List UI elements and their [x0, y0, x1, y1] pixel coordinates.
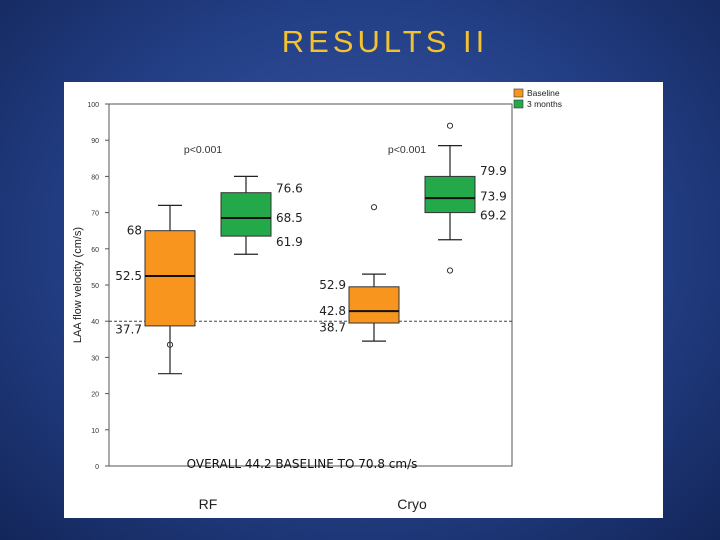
outlier-cryo-3-months: [446, 122, 454, 129]
value-label: 61.9: [276, 235, 303, 249]
y-tick-label: 100: [87, 102, 99, 109]
outlier-cryo-3-months: [446, 267, 454, 274]
y-tick-label: 20: [91, 392, 99, 399]
y-axis-title: LAA flow velocity (cm/s): [72, 227, 84, 343]
value-label: 37.7: [115, 323, 142, 337]
y-tick-label: 70: [91, 211, 99, 218]
value-label: 52.9: [319, 278, 346, 292]
slide-title: RESULTS II: [281, 24, 489, 59]
value-label: 76.6: [276, 182, 303, 196]
y-tick-label: 60: [91, 247, 99, 254]
box-plot-chart: 0 10 20 30 40 50 60 70 80 90 100 LAA flow velocity …: [72, 88, 562, 512]
overall-note: OVERALL 44.2 BASELINE TO 70.8 cm/s: [187, 457, 418, 471]
legend-swatch: [513, 99, 524, 109]
y-tick-label: 10: [91, 428, 99, 435]
legend-label: 3 months: [527, 99, 562, 109]
box-cryo-3-months: [424, 175, 476, 214]
x-tick-label-rf: RF: [199, 496, 218, 512]
value-label: 38.7: [319, 321, 346, 335]
y-tick-label: 80: [91, 174, 99, 181]
y-tick-label: 30: [91, 355, 99, 362]
box-rf-3-months: [220, 192, 272, 237]
outlier-cryo-baseline: [370, 204, 378, 211]
box-cryo-baseline: [348, 286, 400, 324]
x-tick-label-cryo: Cryo: [397, 496, 427, 512]
box-rf-baseline: [144, 230, 196, 327]
value-label: 69.2: [480, 208, 507, 222]
chart-panel: 0 10 20 30 40 50 60 70 80 90 100 LAA flow velocity …: [64, 82, 663, 518]
value-label: 73.9: [480, 189, 507, 203]
y-tick-label: 40: [91, 319, 99, 326]
y-tick-label: 0: [95, 464, 99, 471]
p-value-rf: p<0.001: [184, 144, 222, 156]
legend-swatch: [513, 88, 524, 98]
outlier-rf-baseline: [166, 341, 174, 348]
value-label: 52.5: [115, 269, 142, 283]
value-label: 68.5: [276, 211, 303, 225]
y-tick-label: 90: [91, 138, 99, 145]
value-label: 68: [127, 224, 142, 238]
value-label: 79.9: [480, 164, 507, 178]
value-label: 42.8: [319, 304, 346, 318]
p-value-cryo: p<0.001: [388, 144, 426, 156]
legend-label: Baseline: [527, 88, 560, 98]
y-tick-label: 50: [91, 283, 99, 290]
